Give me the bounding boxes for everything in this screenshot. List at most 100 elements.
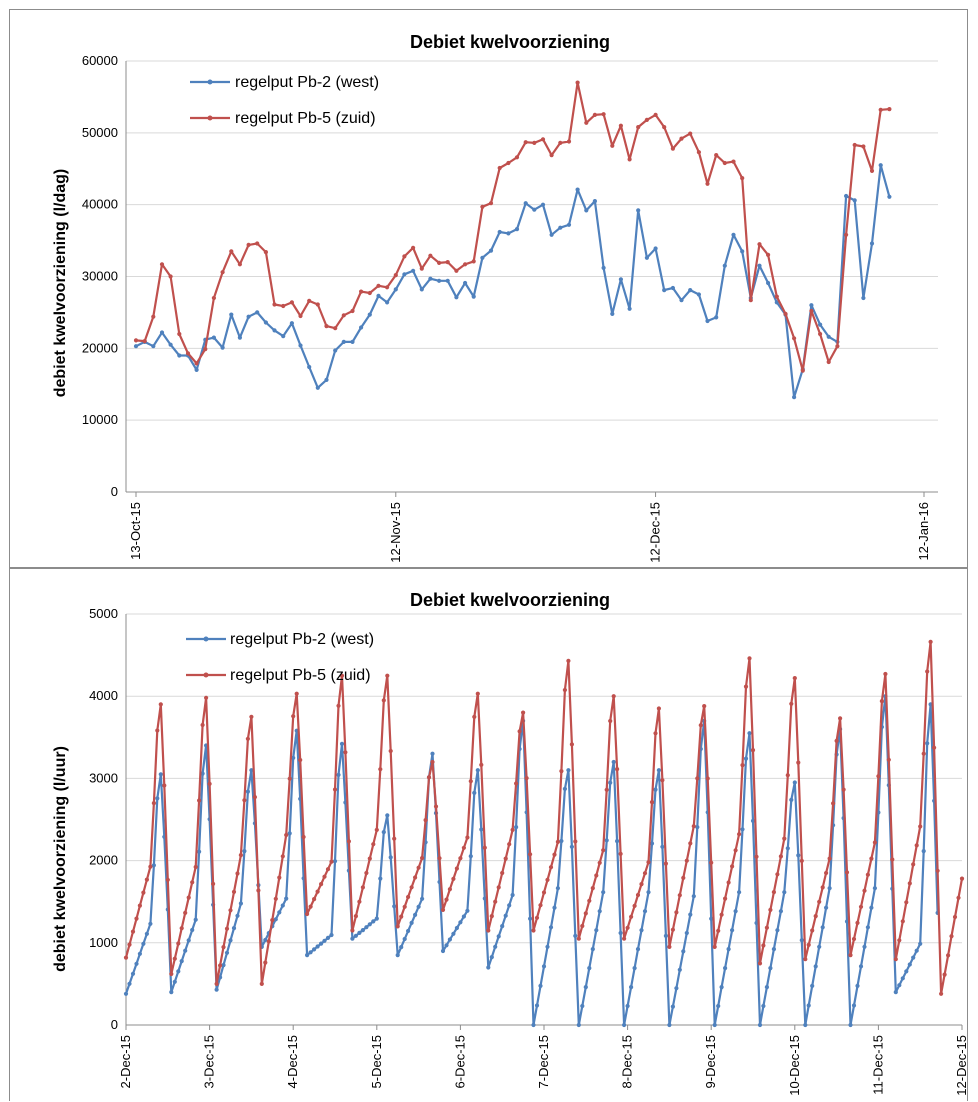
series-2-line — [135, 81, 890, 372]
series-2-point — [155, 728, 160, 733]
series-1-point — [809, 303, 814, 308]
series-1-point — [281, 334, 286, 339]
series-1-point — [151, 863, 156, 868]
series-2-point — [757, 961, 763, 966]
chart-title: Debiet kwelvoorziening — [410, 590, 610, 610]
top-chart-panel: Debiet kwelvoorziening debiet kwelvoorzi… — [9, 9, 968, 568]
series-1-point — [714, 315, 719, 320]
series-2-point — [256, 888, 261, 893]
series-1-point — [534, 1003, 540, 1008]
series-2-point — [921, 751, 926, 756]
series-1-point — [667, 1022, 672, 1028]
series-1-point — [475, 768, 480, 773]
series-1-point — [705, 318, 710, 324]
series-1-point — [709, 916, 714, 921]
series-1-point — [183, 948, 188, 953]
series-1-point — [437, 278, 442, 283]
series-2-point — [339, 673, 345, 678]
series-1-point — [177, 353, 182, 358]
series-2-point — [674, 910, 679, 915]
y-tick-label: 50000 — [82, 125, 118, 140]
series-2-point — [252, 795, 257, 800]
series-2-point — [663, 861, 669, 866]
series-1-point — [238, 901, 243, 906]
series-2-point — [681, 875, 686, 880]
series-1-point — [123, 991, 129, 996]
series-2-point — [454, 866, 459, 871]
legend: regelput Pb-2 (west) regelput Pb-5 (zuid… — [190, 74, 379, 127]
series-1-point — [141, 941, 146, 946]
series-1-point — [419, 287, 424, 292]
series-2-point — [130, 929, 136, 934]
series-2-point — [743, 684, 749, 689]
legend-marker-series-2 — [207, 115, 213, 121]
series-1-point — [341, 339, 346, 344]
series-2-point — [172, 956, 177, 961]
series-2-point — [367, 856, 372, 861]
series-2-point — [273, 896, 278, 901]
series-1-point — [463, 280, 468, 286]
series-1-point — [583, 985, 588, 990]
series-2-point — [392, 836, 397, 841]
series-2-point — [165, 877, 170, 882]
series-group — [133, 80, 892, 400]
series-1-point — [493, 944, 498, 949]
series-2-point — [601, 848, 606, 853]
series-1-point — [817, 944, 822, 949]
series-2-point — [627, 157, 632, 162]
series-1-point — [615, 839, 620, 844]
series-2-point — [750, 748, 756, 753]
series-2-point — [183, 910, 188, 915]
series-1-point — [792, 780, 797, 785]
series-1-point — [325, 935, 331, 940]
x-tick-label: 12-Dec-15 — [954, 1035, 969, 1096]
series-2-point — [959, 876, 965, 881]
series-2-point — [792, 676, 797, 681]
y-tick-label: 20000 — [82, 340, 118, 355]
series-2-point — [939, 991, 944, 996]
series-2-point — [636, 125, 641, 130]
series-2-point — [458, 856, 463, 861]
x-tick-label: 6-Dec-15 — [452, 1035, 467, 1088]
series-1-point — [190, 927, 195, 933]
series-1-point — [552, 905, 557, 910]
series-1-point — [315, 385, 320, 390]
series-2-point — [482, 845, 487, 850]
series-2-point — [698, 723, 703, 728]
series-2-point — [461, 845, 466, 850]
series-1-point — [339, 741, 345, 746]
series-2-point — [575, 80, 580, 85]
series-1-point — [500, 924, 505, 929]
series-2-point — [918, 824, 923, 829]
series-1-point — [918, 941, 923, 946]
series-1-point — [472, 790, 477, 795]
series-1-point — [740, 827, 745, 832]
series-2-point — [471, 259, 476, 264]
legend-label-series-2: regelput Pb-5 (zuid) — [235, 110, 376, 127]
series-2-point — [371, 842, 376, 847]
series-2-point — [480, 204, 485, 209]
series-1-point — [130, 971, 136, 976]
series-2-point — [907, 881, 912, 886]
series-2-point — [360, 885, 365, 890]
series-2-point — [524, 776, 529, 781]
y-tick-label: 0 — [111, 484, 118, 499]
series-1-point — [681, 949, 686, 954]
series-1-point — [444, 943, 449, 948]
series-2-point — [764, 925, 770, 930]
series-1-point — [580, 1003, 585, 1009]
series-1-point — [597, 909, 602, 914]
series-1-point — [674, 986, 679, 991]
series-2-point — [359, 289, 364, 294]
series-1-point — [197, 849, 202, 854]
series-1-point — [610, 311, 615, 316]
series-2-point — [197, 798, 202, 803]
legend-marker-series-2 — [203, 672, 209, 678]
series-1-point — [255, 310, 260, 315]
series-2-point — [168, 274, 173, 279]
series-2-point — [229, 249, 234, 254]
series-2-point — [608, 718, 613, 724]
series-1-point — [627, 306, 632, 311]
legend: regelput Pb-2 (west) regelput Pb-5 (zuid… — [186, 631, 374, 684]
series-2-point — [284, 832, 289, 838]
